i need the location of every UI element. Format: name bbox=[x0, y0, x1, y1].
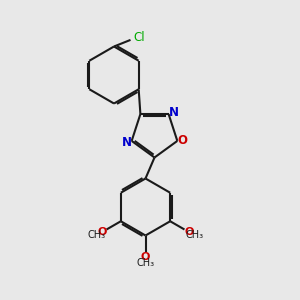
Text: CH₃: CH₃ bbox=[88, 230, 106, 240]
Text: CH₃: CH₃ bbox=[185, 230, 203, 240]
Text: O: O bbox=[178, 134, 188, 147]
Text: O: O bbox=[97, 227, 106, 237]
Text: N: N bbox=[168, 106, 178, 119]
Text: CH₃: CH₃ bbox=[136, 258, 154, 268]
Text: O: O bbox=[141, 252, 150, 262]
Text: O: O bbox=[184, 227, 194, 237]
Text: Cl: Cl bbox=[133, 31, 145, 44]
Text: N: N bbox=[122, 136, 132, 149]
